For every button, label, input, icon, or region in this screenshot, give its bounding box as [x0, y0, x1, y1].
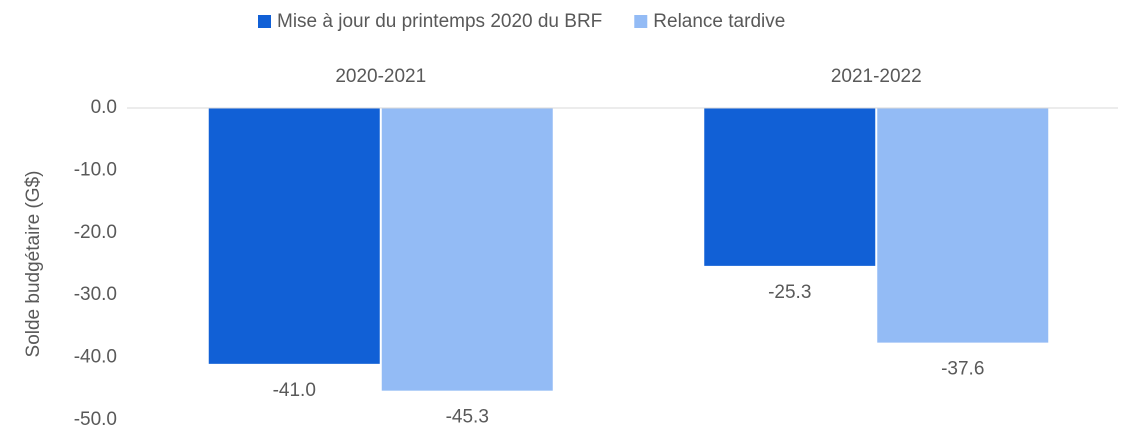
y-axis-label: Solde budgétaire (G$): [23, 171, 44, 358]
category-label: 2020-2021: [335, 66, 426, 87]
y-tick-label: -50.0: [74, 409, 117, 430]
value-label: -45.3: [446, 407, 489, 428]
legend-swatch: [634, 15, 648, 28]
y-tick-label: -40.0: [74, 347, 117, 368]
bar: [877, 108, 1049, 343]
legend-label: Relance tardive: [653, 11, 785, 32]
bar: [381, 108, 553, 391]
value-label: -25.3: [768, 282, 811, 303]
y-tick-label: 0.0: [91, 97, 117, 118]
bar: [704, 108, 876, 266]
bar: [208, 108, 380, 364]
legend-swatch: [258, 15, 271, 28]
y-tick-label: -10.0: [74, 159, 117, 180]
category-label: 2021-2022: [831, 66, 922, 87]
value-label: -41.0: [273, 380, 316, 401]
y-tick-label: -20.0: [74, 222, 117, 243]
value-label: -37.6: [941, 359, 984, 380]
y-tick-label: -30.0: [74, 284, 117, 305]
legend-label: Mise à jour du printemps 2020 du BRF: [277, 11, 602, 32]
